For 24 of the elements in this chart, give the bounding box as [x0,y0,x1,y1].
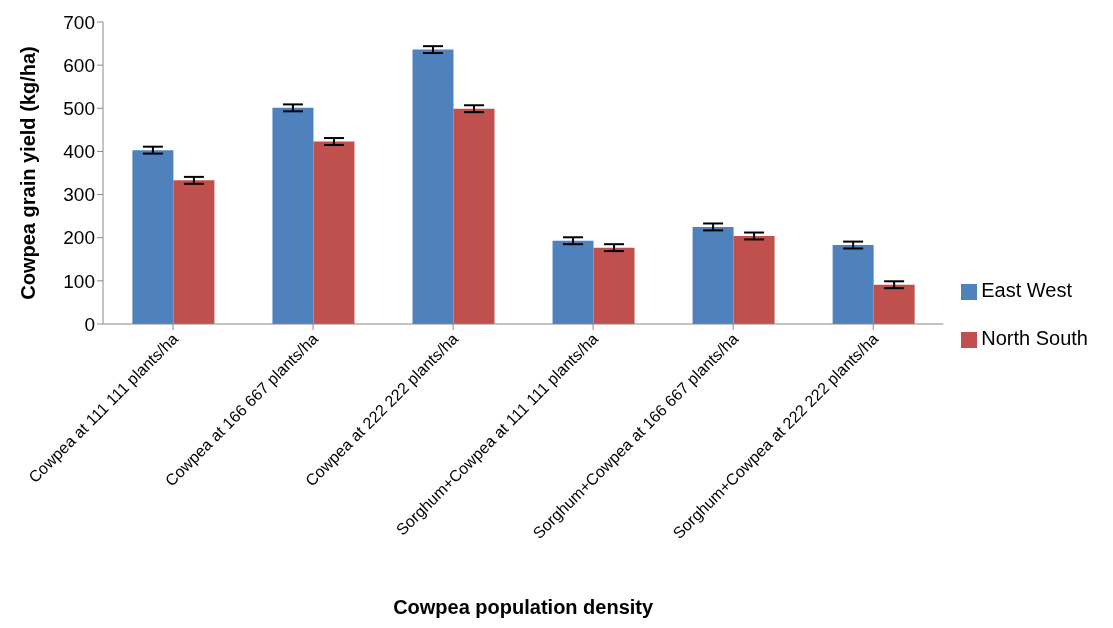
bar [173,180,215,324]
bar [552,240,594,324]
bar [453,108,495,324]
bar [593,247,635,324]
y-tick-label: 400 [63,141,95,163]
y-tick-label: 700 [63,11,95,33]
y-tick-label: 200 [63,227,95,249]
bar [873,284,915,324]
y-axis-title: Cowpea grain yield (kg/ha) [17,46,40,300]
legend-label: North South [981,327,1088,349]
bar [272,107,314,324]
y-tick-label: 600 [63,54,95,76]
y-tick-label: 300 [63,184,95,206]
legend-label: East West [981,279,1073,301]
bar [832,245,874,324]
y-tick-label: 0 [84,313,95,335]
bar [313,141,355,324]
y-tick-label: 500 [63,98,95,120]
y-tick-label: 100 [63,270,95,292]
x-axis-title: Cowpea population density [393,596,655,618]
bar [412,49,454,324]
bar [692,226,734,324]
bar [733,235,775,324]
bar [132,150,174,324]
